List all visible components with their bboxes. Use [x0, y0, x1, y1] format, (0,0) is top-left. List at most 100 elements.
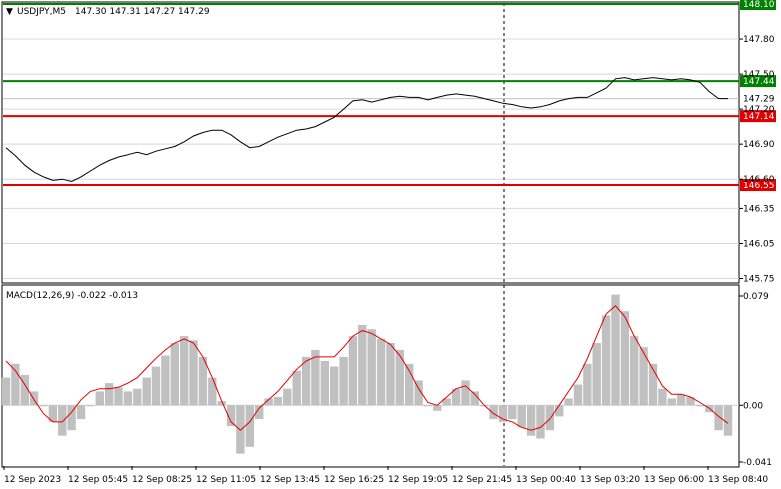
macd-bar — [292, 370, 301, 406]
macd-bar — [376, 338, 386, 406]
macd-bar — [714, 405, 723, 431]
time-axis-label: 12 Sep 05:45 — [68, 475, 128, 485]
macd-bar — [330, 366, 339, 406]
macd-bar — [151, 366, 161, 406]
level-tag — [740, 179, 776, 192]
time-axis: 12 Sep 2023 12 Sep 05:45 12 Sep 08:25 12 Se… — [3, 466, 768, 485]
price-axis-label: 145.75 — [743, 274, 775, 284]
macd-bar — [695, 405, 705, 407]
macd-bar — [198, 356, 208, 406]
macd-bar — [39, 405, 48, 407]
price-axis: 147.80 147.50 147.20 146.90 146.60 146.35 146.… — [739, 35, 775, 284]
level-lines: 148.10 147.44 147.14 146.55 147.29 — [3, 0, 776, 192]
price-axis-label: 147.50 — [743, 70, 775, 80]
macd-bar — [405, 363, 414, 406]
time-axis-label: 12 Sep 11:05 — [196, 475, 256, 485]
macd-bar — [676, 394, 686, 406]
macd-bar — [48, 405, 58, 422]
price-line — [5, 77, 728, 183]
level-label: 147.14 — [743, 112, 775, 122]
time-axis-label: 13 Sep 03:20 — [580, 475, 640, 485]
level-label: 146.55 — [743, 181, 775, 191]
macd-bar — [723, 405, 733, 436]
macd-bar — [545, 405, 555, 431]
macd-bar — [189, 340, 198, 406]
macd-bar — [526, 405, 536, 436]
price-axis-label: 146.60 — [743, 175, 775, 185]
macd-bar — [123, 391, 133, 406]
macd-bar — [245, 405, 254, 447]
macd-axis: 0.079 0.00 -0.041 — [739, 292, 772, 468]
level-tag — [740, 75, 776, 88]
macd-bar — [667, 398, 676, 406]
macd-axis-label: 0.079 — [743, 292, 769, 302]
macd-bar — [583, 363, 592, 406]
macd-bar — [414, 380, 423, 406]
macd-bar — [536, 405, 545, 439]
macd-bar — [133, 388, 142, 406]
price-axis-label: 146.35 — [743, 204, 775, 214]
symbol-label: USDJPY,M5 — [17, 7, 66, 17]
level-tag — [740, 110, 776, 123]
macd-bar — [217, 401, 226, 406]
macd-bar — [648, 363, 658, 406]
macd-bar — [208, 377, 217, 406]
macd-bar — [592, 343, 601, 406]
macd-bar — [58, 405, 67, 436]
macd-bar — [367, 329, 376, 406]
macd-bar — [273, 397, 283, 406]
macd-bar — [620, 311, 630, 406]
time-axis-label: 13 Sep 06:00 — [644, 475, 704, 485]
price-axis-label: 147.80 — [743, 35, 775, 45]
macd-bar — [76, 405, 86, 420]
macd-bar — [320, 361, 329, 406]
macd-bar — [601, 315, 611, 406]
macd-bar — [114, 387, 123, 406]
macd-bar — [555, 405, 564, 417]
macd-bar — [658, 388, 667, 406]
macd-bar — [170, 343, 179, 406]
current-price-tag — [740, 92, 776, 105]
macd-signal-line — [5, 304, 729, 431]
symbol-dropdown-icon[interactable]: ▼ — [6, 7, 13, 17]
macd-bar — [564, 398, 573, 406]
macd-bar — [29, 391, 39, 406]
macd-bar — [470, 391, 479, 406]
macd-bar — [630, 336, 639, 406]
time-axis-label: 13 Sep 00:40 — [516, 475, 576, 485]
macd-bar — [180, 336, 189, 406]
macd-bar — [311, 349, 320, 406]
macd-bar — [639, 347, 648, 406]
time-axis-label: 12 Sep 19:05 — [388, 475, 448, 485]
macd-bar — [461, 380, 470, 406]
macd-bar — [386, 343, 395, 406]
macd-bar — [255, 405, 264, 420]
macd-bar — [1, 377, 11, 406]
macd-bar — [611, 294, 620, 406]
macd-bar — [95, 391, 104, 406]
macd-bar — [686, 397, 695, 406]
macd-bar — [508, 405, 517, 420]
macd-bar — [20, 374, 29, 406]
macd-bar — [348, 336, 358, 406]
macd-bar — [142, 377, 151, 406]
macd-bar — [11, 363, 20, 406]
macd-bar — [395, 349, 404, 406]
time-axis-label: 12 Sep 13:45 — [260, 475, 320, 485]
price-panel — [1, 1, 740, 284]
current-price-label: 147.29 — [743, 95, 775, 105]
macd-bar — [489, 405, 498, 420]
macd-bar — [423, 405, 433, 407]
time-axis-label: 12 Sep 16:25 — [324, 475, 384, 485]
level-tag — [740, 0, 776, 10]
price-grid — [3, 38, 739, 279]
price-axis-label: 147.20 — [743, 105, 775, 115]
macd-axis-label: -0.041 — [743, 458, 772, 468]
time-axis-label: 13 Sep 08:40 — [708, 475, 768, 485]
macd-bar — [442, 398, 451, 406]
macd-title: MACD(12,26,9) -0.022 -0.013 — [6, 291, 138, 301]
macd-bar — [86, 405, 95, 407]
macd-bar — [67, 405, 76, 431]
level-label: 147.44 — [743, 77, 775, 87]
